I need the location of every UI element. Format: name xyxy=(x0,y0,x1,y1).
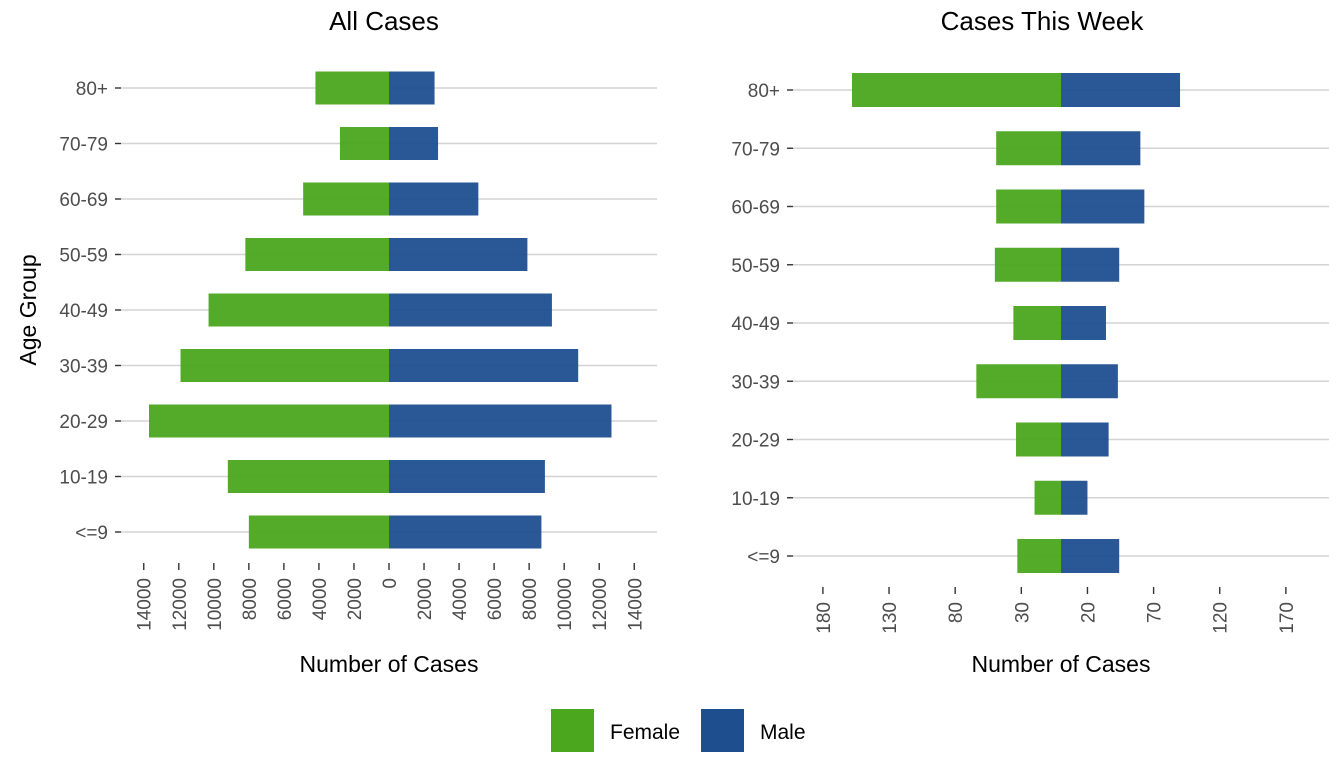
bar-female-6069 xyxy=(996,189,1061,224)
x-tick-label: 2000 xyxy=(415,578,436,620)
y-tick-label: 70-79 xyxy=(59,135,108,156)
bar-male-3039 xyxy=(389,349,579,382)
y-tick-label: 20-29 xyxy=(731,431,780,452)
panel-cases-this-week: Cases This Week <=9 10-19 20-29 30-39 40-49 50… xyxy=(731,6,1329,677)
y-tick-label: 30-39 xyxy=(59,357,108,378)
bar-female-1019 xyxy=(227,460,389,493)
bar-female-9 xyxy=(248,515,389,549)
y-tick-label: 60-69 xyxy=(731,198,780,219)
x-tick-label: 6000 xyxy=(275,578,296,620)
bar-female-4049 xyxy=(208,293,389,327)
bar-male-6069 xyxy=(389,182,479,216)
bar-female-3039 xyxy=(976,364,1061,399)
y-tick-label: 10-19 xyxy=(731,489,780,510)
legend-key-male xyxy=(701,709,744,752)
y-tick-label: 30-39 xyxy=(731,372,780,393)
x-tick-label: 2000 xyxy=(345,578,366,620)
x-tick-label: 170 xyxy=(1277,602,1298,634)
bar-male-2029 xyxy=(389,404,612,438)
x-tick-label: 12000 xyxy=(590,578,611,631)
x-tick-label: 12000 xyxy=(170,578,191,631)
bar-male-9 xyxy=(1061,539,1120,573)
bar-male-4049 xyxy=(389,293,552,327)
bar-male-1019 xyxy=(389,460,545,493)
y-tick-label: <=9 xyxy=(747,547,780,568)
chart-title: Cases This Week xyxy=(941,6,1145,36)
bar-female-5059 xyxy=(245,238,389,271)
y-tick-label: 80+ xyxy=(748,81,780,102)
x-axis-title: Number of Cases xyxy=(300,651,479,677)
bar-female-3039 xyxy=(180,349,389,382)
bar-male-7079 xyxy=(1061,131,1141,166)
bar-male-2029 xyxy=(1061,422,1109,457)
x-tick-label: 180 xyxy=(814,602,835,634)
bar-male-80+ xyxy=(389,71,435,105)
chart-title: All Cases xyxy=(329,6,439,36)
y-axis-title: Age Group xyxy=(15,254,41,365)
y-tick-label: 10-19 xyxy=(59,468,108,489)
x-tick-label: 20 xyxy=(1078,602,1099,623)
bar-male-6069 xyxy=(1061,189,1145,224)
x-tick-label: 10000 xyxy=(555,578,576,631)
bar-male-7079 xyxy=(389,127,439,160)
y-tick-label: <=9 xyxy=(75,523,108,544)
bar-female-80+ xyxy=(315,71,389,105)
legend: Female Male xyxy=(551,709,806,752)
x-tick-label: 70 xyxy=(1145,602,1166,623)
x-tick-label: 4000 xyxy=(310,578,331,620)
x-tick-label: 6000 xyxy=(485,578,506,620)
bar-female-5059 xyxy=(994,247,1061,282)
x-tick-label: 10000 xyxy=(205,578,226,631)
bar-female-7079 xyxy=(996,131,1061,166)
x-tick-label: 0 xyxy=(380,578,401,589)
x-tick-label: 8000 xyxy=(240,578,261,620)
y-tick-label: 80+ xyxy=(76,79,108,100)
x-tick-label: 8000 xyxy=(520,578,541,620)
y-tick-label: 40-49 xyxy=(731,314,780,335)
legend-label-female: Female xyxy=(610,721,680,744)
y-tick-label: 60-69 xyxy=(59,190,108,211)
x-tick-label: 14000 xyxy=(625,578,646,631)
bar-female-2029 xyxy=(1016,422,1061,457)
bar-male-5059 xyxy=(389,238,528,271)
x-tick-label: 4000 xyxy=(450,578,471,620)
bar-male-9 xyxy=(389,515,542,549)
x-tick-label: 30 xyxy=(1012,602,1033,623)
bar-female-7079 xyxy=(339,127,389,160)
panel-all-cases: All Cases <=9 10-19 20-29 30-39 40-49 50-59 60-… xyxy=(15,6,657,677)
x-tick-label: 130 xyxy=(880,602,901,634)
x-tick-label: 14000 xyxy=(135,578,156,631)
legend-key-female xyxy=(551,709,594,752)
bar-male-4049 xyxy=(1061,306,1106,340)
bar-male-3039 xyxy=(1061,364,1118,399)
y-tick-label: 50-59 xyxy=(731,256,780,277)
x-tick-label: 120 xyxy=(1211,602,1232,634)
bar-female-2029 xyxy=(149,404,389,438)
bar-female-1019 xyxy=(1034,480,1061,515)
y-tick-label: 20-29 xyxy=(59,412,108,433)
bar-female-4049 xyxy=(1013,306,1061,340)
y-tick-label: 50-59 xyxy=(59,246,108,267)
bar-female-80+ xyxy=(852,73,1061,107)
bar-female-9 xyxy=(1017,539,1061,573)
bar-male-80+ xyxy=(1061,73,1181,107)
legend-label-male: Male xyxy=(760,721,806,744)
x-axis-title: Number of Cases xyxy=(972,651,1151,677)
y-tick-label: 70-79 xyxy=(731,139,780,160)
bar-male-1019 xyxy=(1061,480,1088,515)
x-tick-label: 80 xyxy=(946,602,967,623)
bar-male-5059 xyxy=(1061,247,1120,282)
y-tick-label: 40-49 xyxy=(59,301,108,322)
bar-female-6069 xyxy=(303,182,389,216)
